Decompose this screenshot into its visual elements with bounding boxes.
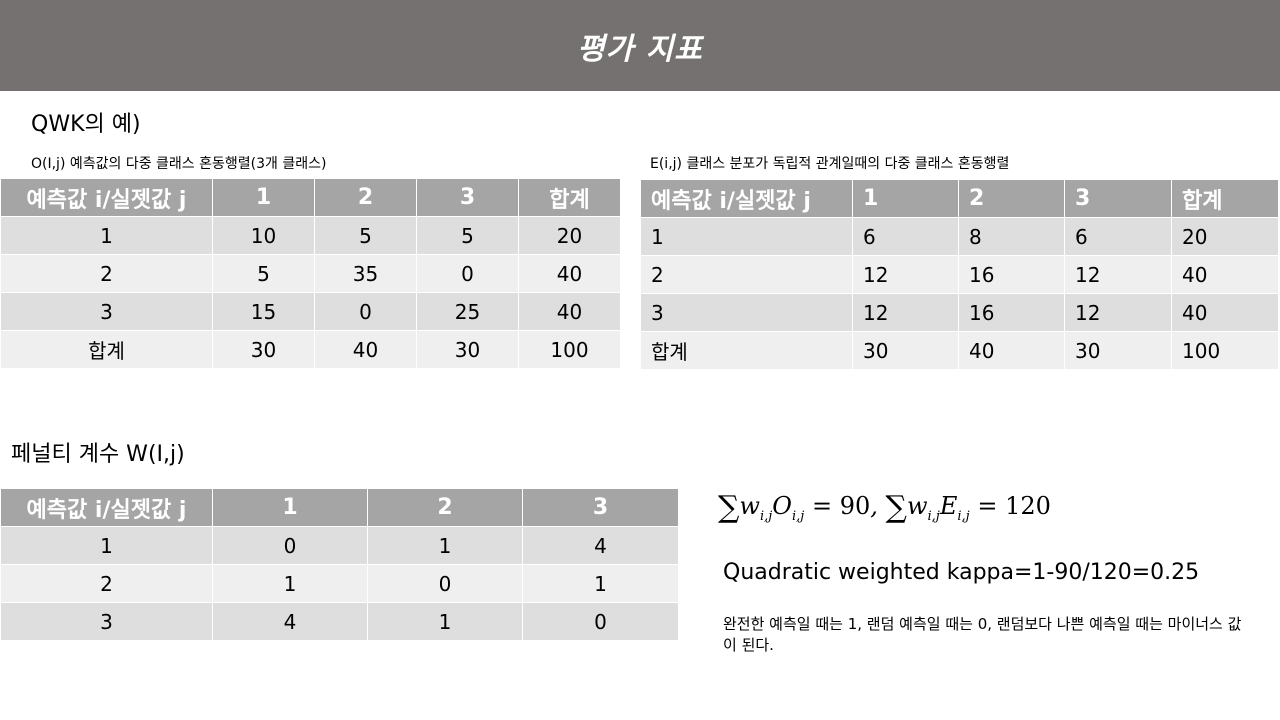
header-cell: 3 <box>522 488 679 527</box>
table-row: 1 6 8 6 20 <box>640 217 1279 256</box>
header-cell: 2 <box>958 179 1065 218</box>
header-cell: 3 <box>1064 179 1172 218</box>
table-cell: 2 <box>0 564 213 603</box>
table-cell: 1 <box>522 564 679 603</box>
table-cell: 20 <box>1171 217 1279 256</box>
table-cell: 40 <box>314 330 417 369</box>
table-row: 합계 30 40 30 100 <box>640 331 1279 370</box>
table-header-row: 예측값 i/실젯값 j 1 2 3 합계 <box>0 178 621 217</box>
table-cell: 12 <box>852 293 959 332</box>
table-row: 3 12 16 12 40 <box>640 293 1279 332</box>
weighted-sum-formula: ∑wi,jOi,j = 90, ∑wi,jEi,j = 120 <box>718 490 1051 525</box>
table-cell: 16 <box>958 255 1065 294</box>
table-cell: 4 <box>212 602 368 641</box>
table-cell: 4 <box>522 526 679 565</box>
table-cell: 5 <box>416 216 519 255</box>
table-cell: 1 <box>640 217 853 256</box>
table-cell: 1 <box>212 564 368 603</box>
table-cell: 1 <box>0 216 213 255</box>
table-cell: 6 <box>852 217 959 256</box>
table-cell: 12 <box>852 255 959 294</box>
observed-caption: O(I,j) 예측값의 다중 클래스 혼동행렬(3개 클래스) <box>31 156 327 172</box>
table-cell: 1 <box>367 602 523 641</box>
table-cell: 30 <box>1064 331 1172 370</box>
table-cell: 40 <box>518 292 621 331</box>
table-cell: 30 <box>416 330 519 369</box>
header-cell: 예측값 i/실젯값 j <box>640 179 853 218</box>
header-cell: 합계 <box>1171 179 1279 218</box>
table-cell: 0 <box>416 254 519 293</box>
table-row: 3 4 1 0 <box>0 602 679 641</box>
table-cell: 15 <box>212 292 315 331</box>
header-cell: 2 <box>367 488 523 527</box>
table-cell: 5 <box>212 254 315 293</box>
header-cell: 1 <box>852 179 959 218</box>
table-cell: 12 <box>1064 293 1172 332</box>
table-cell: 5 <box>314 216 417 255</box>
table-cell: 2 <box>0 254 213 293</box>
interpretation-note: 완전한 예측일 때는 1, 랜덤 예측일 때는 0, 랜덤보다 나쁜 예측일 때… <box>723 615 1242 654</box>
penalty-heading: 페널티 계수 W(I,j) <box>11 442 185 467</box>
table-cell: 3 <box>0 602 213 641</box>
header-cell: 1 <box>212 488 368 527</box>
table-row: 2 5 35 0 40 <box>0 254 621 293</box>
table-cell: 25 <box>416 292 519 331</box>
table-row: 3 15 0 25 40 <box>0 292 621 331</box>
qwk-heading: QWK의 예) <box>31 112 141 137</box>
table-row: 2 12 16 12 40 <box>640 255 1279 294</box>
observed-matrix-table: 예측값 i/실젯값 j 1 2 3 합계 1 10 5 5 20 2 5 35 … <box>0 178 621 369</box>
observed-sum-value: 90 <box>839 492 871 520</box>
table-header-row: 예측값 i/실젯값 j 1 2 3 <box>0 488 679 527</box>
table-cell: 35 <box>314 254 417 293</box>
table-cell: 30 <box>852 331 959 370</box>
table-cell: 20 <box>518 216 621 255</box>
header-cell: 2 <box>314 178 417 217</box>
expected-matrix-table: 예측값 i/실젯값 j 1 2 3 합계 1 6 8 6 20 2 12 16 … <box>640 179 1279 370</box>
table-cell: 40 <box>1171 293 1279 332</box>
table-row: 1 0 1 4 <box>0 526 679 565</box>
table-cell: 3 <box>0 292 213 331</box>
table-row: 합계 30 40 30 100 <box>0 330 621 369</box>
table-cell: 1 <box>367 526 523 565</box>
table-cell: 0 <box>212 526 368 565</box>
table-cell: 40 <box>1171 255 1279 294</box>
table-cell: 100 <box>1171 331 1279 370</box>
table-cell: 40 <box>518 254 621 293</box>
page-title: 평가 지표 <box>577 31 703 67</box>
table-row: 2 1 0 1 <box>0 564 679 603</box>
table-cell: 0 <box>367 564 523 603</box>
table-cell: 8 <box>958 217 1065 256</box>
header-cell: 1 <box>212 178 315 217</box>
table-cell: 합계 <box>640 331 853 370</box>
kappa-result: Quadratic weighted kappa=1-90/120=0.25 <box>723 560 1200 585</box>
table-cell: 10 <box>212 216 315 255</box>
table-cell: 40 <box>958 331 1065 370</box>
header-cell: 합계 <box>518 178 621 217</box>
table-cell: 3 <box>640 293 853 332</box>
table-cell: 12 <box>1064 255 1172 294</box>
table-cell: 2 <box>640 255 853 294</box>
table-cell: 16 <box>958 293 1065 332</box>
table-cell: 합계 <box>0 330 213 369</box>
expected-caption: E(i,j) 클래스 분포가 독립적 관계일때의 다중 클래스 혼동행렬 <box>650 156 1010 172</box>
table-cell: 0 <box>314 292 417 331</box>
table-header-row: 예측값 i/실젯값 j 1 2 3 합계 <box>640 179 1279 218</box>
penalty-matrix-table: 예측값 i/실젯값 j 1 2 3 1 0 1 4 2 1 0 1 3 4 1 … <box>0 488 679 641</box>
header-cell: 3 <box>416 178 519 217</box>
table-cell: 0 <box>522 602 679 641</box>
table-cell: 6 <box>1064 217 1172 256</box>
table-cell: 100 <box>518 330 621 369</box>
table-cell: 30 <box>212 330 315 369</box>
table-cell: 1 <box>0 526 213 565</box>
header-cell: 예측값 i/실젯값 j <box>0 178 213 217</box>
expected-sum-value: 120 <box>1005 492 1051 520</box>
header-cell: 예측값 i/실젯값 j <box>0 488 213 527</box>
table-row: 1 10 5 5 20 <box>0 216 621 255</box>
title-bar: 평가 지표 <box>0 0 1280 91</box>
